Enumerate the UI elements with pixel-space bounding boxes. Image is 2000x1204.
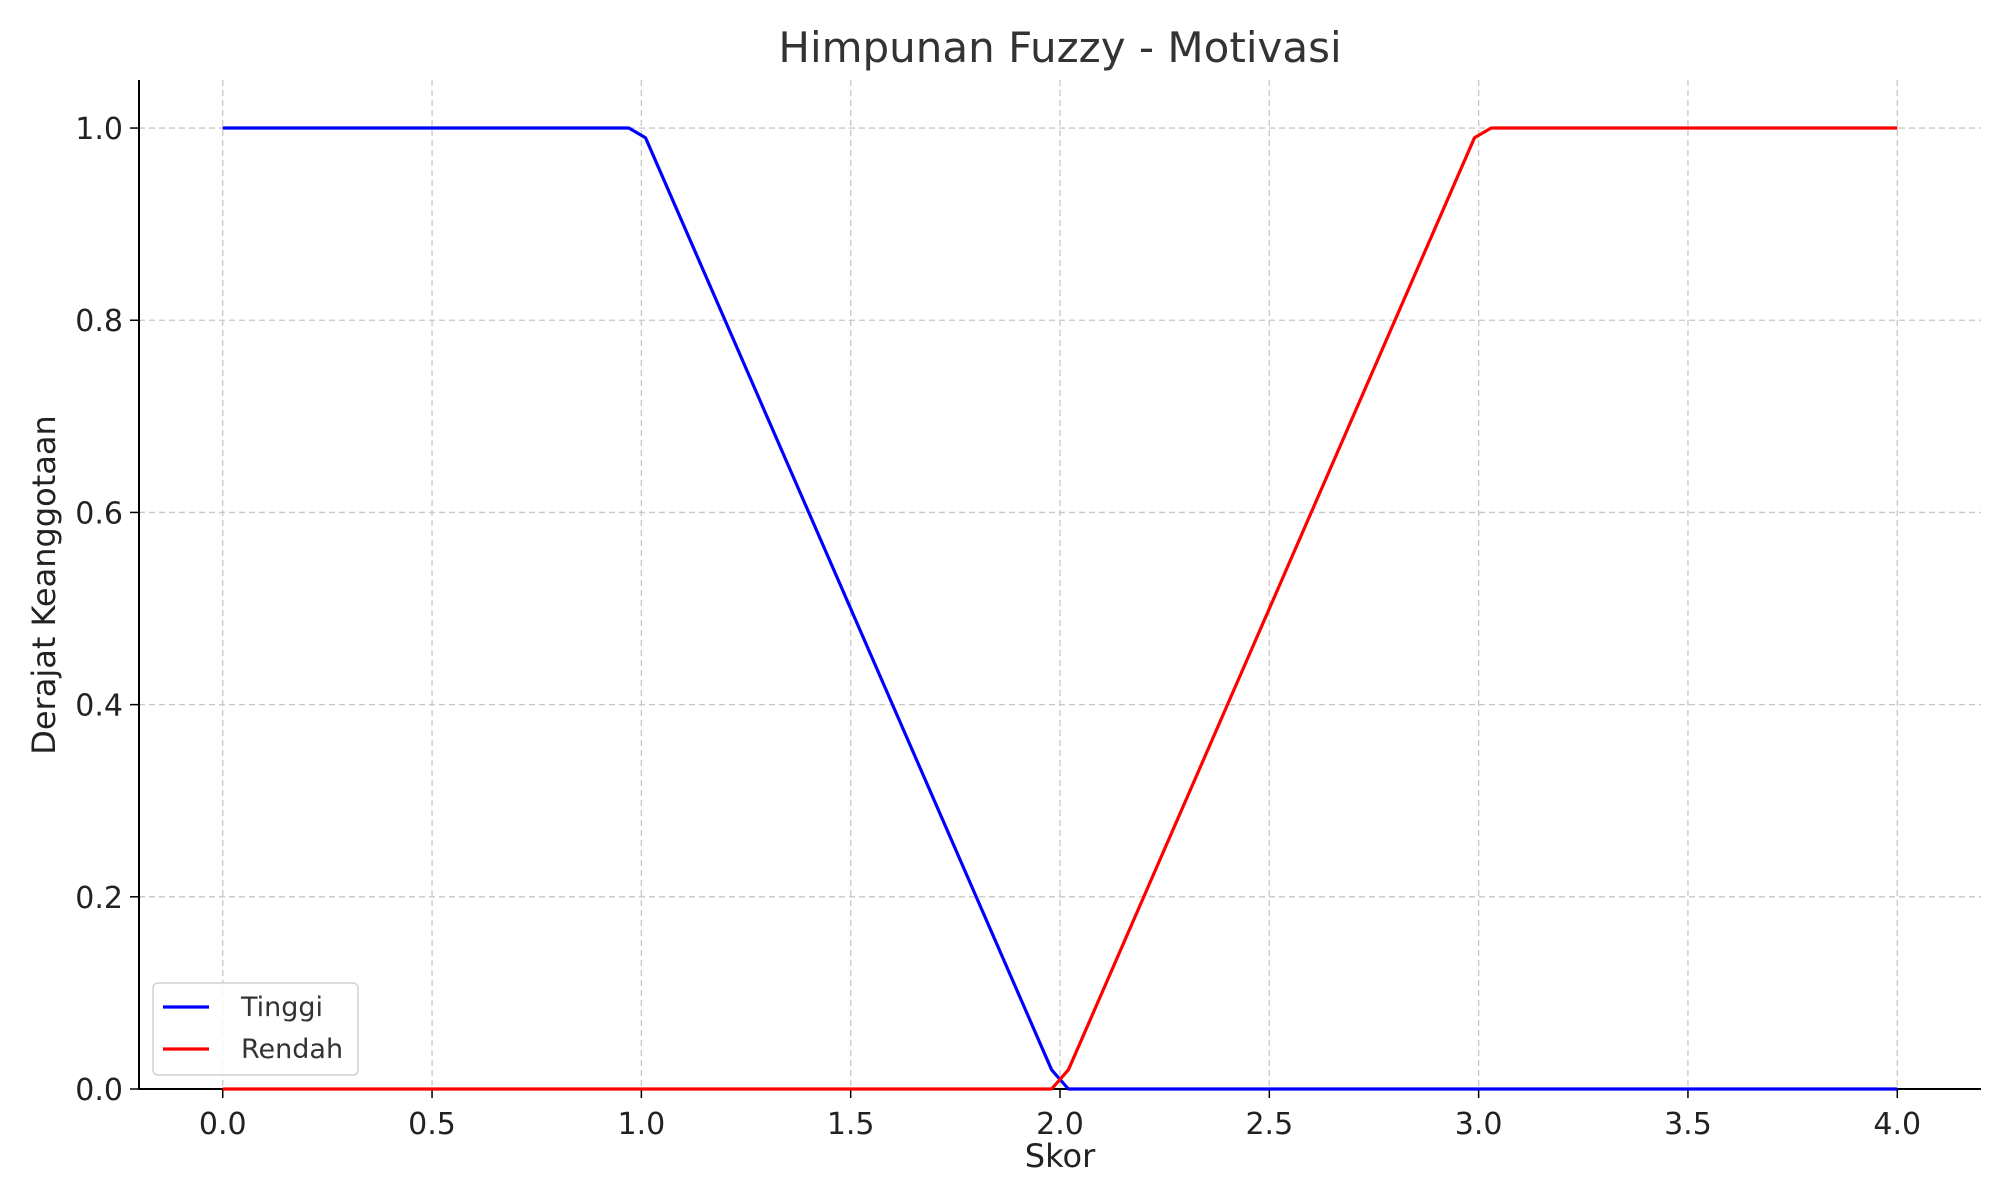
- y-tick-label: 0.8: [75, 304, 123, 339]
- x-tick-label: 2.0: [1036, 1107, 1084, 1142]
- legend-label-rendah: Rendah: [241, 1034, 343, 1065]
- y-axis-label: Derajat Keanggotaan: [25, 415, 63, 755]
- y-tick-label: 0.0: [75, 1073, 123, 1108]
- x-tick-label: 1.0: [618, 1107, 666, 1142]
- series-line-rendah: [222, 126, 1898, 1091]
- legend: Tinggi Rendah: [152, 982, 359, 1076]
- grid: [139, 80, 1981, 1090]
- chart-title: Himpunan Fuzzy - Motivasi: [778, 23, 1341, 72]
- series-line-tinggi: [222, 126, 1898, 1091]
- y-tick-label: 1.0: [75, 112, 123, 147]
- x-tick-label: 0.0: [199, 1107, 247, 1142]
- y-tick-label: 0.2: [75, 881, 123, 916]
- x-tick-label: 1.5: [827, 1107, 875, 1142]
- x-tick-label: 0.5: [408, 1107, 456, 1142]
- legend-label-tinggi: Tinggi: [240, 992, 323, 1023]
- x-tick-label: 2.5: [1245, 1107, 1293, 1142]
- tick-labels: 0.0 0.5 1.0 1.5 2.0 2.5 3.0 3.5 4.0 0.0 0.2 0.4 0.6 0…: [75, 112, 1921, 1142]
- x-tick-label: 3.0: [1455, 1107, 1503, 1142]
- series-group: [222, 126, 1898, 1091]
- y-tick-label: 0.6: [75, 496, 123, 531]
- x-tick-label: 3.5: [1664, 1107, 1712, 1142]
- x-tick-label: 4.0: [1873, 1107, 1921, 1142]
- x-axis-label: Skor: [1025, 1137, 1096, 1175]
- y-tick-label: 0.4: [75, 689, 123, 724]
- axes: [130, 80, 1981, 1098]
